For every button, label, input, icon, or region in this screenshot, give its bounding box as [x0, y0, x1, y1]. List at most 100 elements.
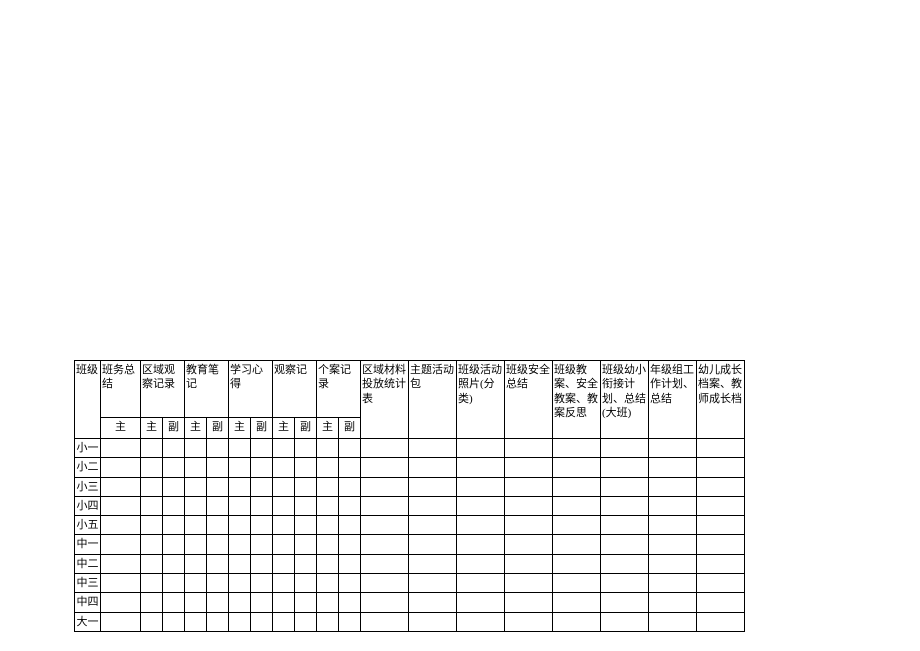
table-cell	[361, 439, 409, 458]
table-cell	[339, 554, 361, 573]
table-cell	[649, 612, 697, 631]
table-cell	[295, 458, 317, 477]
table-cell	[207, 593, 229, 612]
sub-4-1: 副	[339, 418, 361, 439]
table-cell	[505, 593, 553, 612]
table-cell	[185, 574, 207, 593]
sub-summary: 主	[101, 418, 141, 439]
table-cell	[553, 554, 601, 573]
sub-2-0: 主	[229, 418, 251, 439]
table-cell	[409, 574, 457, 593]
table-cell	[317, 574, 339, 593]
table-cell	[273, 458, 295, 477]
table-cell	[251, 458, 273, 477]
table-row: 中四	[75, 593, 745, 612]
table-cell	[251, 612, 273, 631]
col-wide-2: 班级活动照片(分类)	[457, 361, 505, 439]
table-cell	[601, 593, 649, 612]
table-cell	[295, 516, 317, 535]
table-cell	[141, 516, 163, 535]
table-cell	[505, 477, 553, 496]
table-cell	[229, 574, 251, 593]
table-cell	[505, 554, 553, 573]
table-cell	[317, 439, 339, 458]
table-cell	[317, 458, 339, 477]
table-row: 大一	[75, 612, 745, 631]
table-cell	[273, 574, 295, 593]
table-cell	[295, 554, 317, 573]
table-cell	[251, 439, 273, 458]
table-cell	[361, 458, 409, 477]
col-wide-3: 班级安全总结	[505, 361, 553, 439]
table-cell	[601, 554, 649, 573]
table-cell	[207, 477, 229, 496]
table-cell	[251, 593, 273, 612]
row-label: 小二	[75, 458, 101, 477]
table-cell	[457, 574, 505, 593]
table-cell	[457, 496, 505, 515]
table-cell	[185, 516, 207, 535]
sub-0-0: 主	[141, 418, 163, 439]
col-wide-5: 班级幼小衔接计划、总结(大班)	[601, 361, 649, 439]
table-cell	[273, 593, 295, 612]
row-label: 小四	[75, 496, 101, 515]
table-cell	[317, 496, 339, 515]
table-cell	[553, 593, 601, 612]
table-cell	[553, 612, 601, 631]
sub-1-1: 副	[207, 418, 229, 439]
table-cell	[101, 554, 141, 573]
table-cell	[295, 574, 317, 593]
table-cell	[185, 554, 207, 573]
table-cell	[141, 458, 163, 477]
table-cell	[339, 496, 361, 515]
table-cell	[207, 458, 229, 477]
table-cell	[649, 554, 697, 573]
table-cell	[295, 612, 317, 631]
table-cell	[601, 439, 649, 458]
table-cell	[273, 516, 295, 535]
table-cell	[697, 535, 745, 554]
table-cell	[553, 535, 601, 554]
table-cell	[273, 439, 295, 458]
table-row: 小三	[75, 477, 745, 496]
sub-2-1: 副	[251, 418, 273, 439]
table-cell	[317, 554, 339, 573]
table-cell	[207, 574, 229, 593]
col-wide-7: 幼儿成长档案、教师成长档	[697, 361, 745, 439]
table-cell	[163, 554, 185, 573]
table-cell	[207, 612, 229, 631]
table-cell	[649, 516, 697, 535]
table-cell	[505, 612, 553, 631]
col-pair-1: 教育笔记	[185, 361, 229, 418]
table-cell	[163, 496, 185, 515]
table-cell	[409, 593, 457, 612]
table-row: 中三	[75, 574, 745, 593]
table-cell	[229, 458, 251, 477]
table-cell	[101, 439, 141, 458]
table-cell	[457, 593, 505, 612]
col-wide-1: 主题活动包	[409, 361, 457, 439]
table-cell	[273, 612, 295, 631]
table-cell	[141, 574, 163, 593]
table-cell	[361, 574, 409, 593]
table-cell	[101, 496, 141, 515]
table-row: 中一	[75, 535, 745, 554]
class-header: 班级	[75, 361, 101, 439]
table-cell	[339, 458, 361, 477]
table-cell	[229, 612, 251, 631]
table-cell	[697, 477, 745, 496]
table-cell	[339, 535, 361, 554]
table-cell	[141, 612, 163, 631]
table-cell	[207, 554, 229, 573]
table-cell	[339, 593, 361, 612]
sub-4-0: 主	[317, 418, 339, 439]
table-cell	[361, 554, 409, 573]
table-cell	[505, 439, 553, 458]
row-label: 中三	[75, 574, 101, 593]
table-cell	[317, 516, 339, 535]
table-cell	[251, 496, 273, 515]
table-cell	[505, 535, 553, 554]
table-cell	[163, 574, 185, 593]
table-cell	[163, 535, 185, 554]
table-cell	[295, 496, 317, 515]
